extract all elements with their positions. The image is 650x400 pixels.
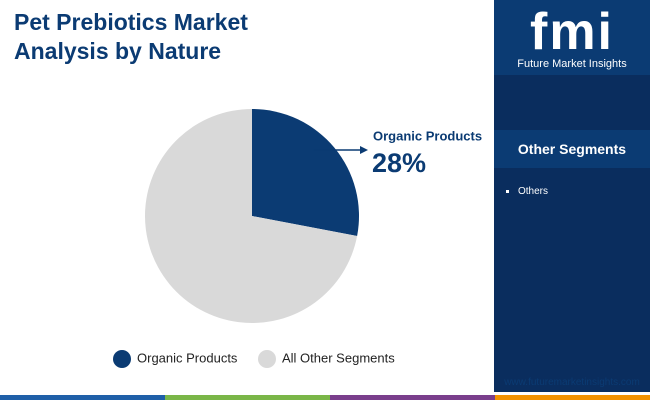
pie-slice xyxy=(144,108,358,323)
logo: fmi xyxy=(530,3,614,61)
legend-swatch xyxy=(113,350,131,368)
legend-label: All Other Segments xyxy=(282,350,395,365)
legend-swatch xyxy=(258,350,276,368)
strip xyxy=(495,395,650,400)
logo-band xyxy=(494,0,650,75)
url: www.futuremarketinsights.com xyxy=(504,377,640,388)
pie-slice xyxy=(252,109,359,237)
strip xyxy=(330,395,495,400)
panel-list: Others xyxy=(506,186,548,197)
panel-heading: Other Segments xyxy=(494,130,650,168)
value-label: 28% xyxy=(372,148,426,178)
annotation-label: Organic Products xyxy=(373,128,482,143)
chart-title: Pet Prebiotics Market Analysis by Nature xyxy=(14,9,248,64)
panel-item: Others xyxy=(518,186,548,197)
chart: Organic Products 28% Organic Products All O… xyxy=(113,108,482,368)
brand: Future Market Insights xyxy=(517,58,627,70)
arrow-head xyxy=(360,146,368,154)
legend-label: Organic Products xyxy=(137,350,238,365)
strip xyxy=(165,395,330,400)
strip xyxy=(0,395,165,400)
side-panel: fmi Future Market Insights Other Segment… xyxy=(494,0,650,392)
